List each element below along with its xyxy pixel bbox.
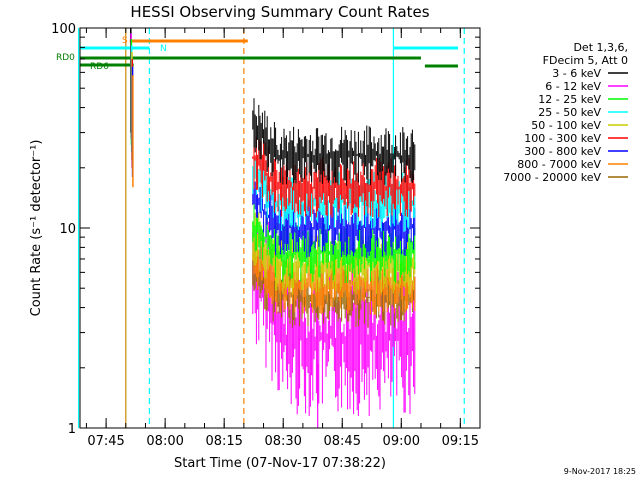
legend-label-1: 6 - 12 keV <box>545 80 601 93</box>
plot-area: S N RD0 RD6 1 10 100 07:45 08:00 08:15 08:30 08:45 0… <box>51 22 481 449</box>
legend-header-line-2: FDecim 5, Att 0 <box>543 54 628 67</box>
legend-label-0: 3 - 6 keV <box>552 67 601 80</box>
x-tick-label-4: 08:45 <box>324 434 361 449</box>
x-tick-label-2: 08:15 <box>205 434 242 449</box>
flag-label-rd0: RD0 <box>56 53 75 63</box>
x-tick-label-5: 09:00 <box>383 434 420 449</box>
flag-label-s: S <box>122 36 128 46</box>
footer-timestamp: 9-Nov-2017 18:25 <box>564 467 636 476</box>
flag-label-rd6: RD6 <box>90 62 109 72</box>
y-tick-label-1: 10 <box>59 222 76 237</box>
x-tick-label-3: 08:30 <box>264 434 301 449</box>
x-axis-label: Start Time (07-Nov-17 07:38:22) <box>174 456 386 471</box>
y-tick-label-2: 100 <box>51 22 76 37</box>
series-trace-0 <box>252 98 416 186</box>
x-tick-label-0: 07:45 <box>87 434 124 449</box>
legend-label-2: 12 - 25 keV <box>538 93 601 106</box>
legend-label-7: 800 - 7000 keV <box>517 158 601 171</box>
x-tick-label-6: 09:15 <box>442 434 479 449</box>
legend-label-8: 7000 - 20000 keV <box>503 171 601 184</box>
legend-label-3: 25 - 50 keV <box>538 106 601 119</box>
legend-label-4: 50 - 100 keV <box>531 119 601 132</box>
legend-label-5: 100 - 300 keV <box>524 132 601 145</box>
y-tick-label-0: 1 <box>68 422 76 437</box>
y-axis-label: Count Rate (s⁻¹ detector⁻¹) <box>29 140 44 317</box>
legend-label-6: 300 - 800 keV <box>524 145 601 158</box>
x-tick-label-1: 08:00 <box>146 434 183 449</box>
legend-header-line-1: Det 1,3,6, <box>573 41 628 54</box>
flag-label-n: N <box>160 44 167 54</box>
chart-title: HESSI Observing Summary Count Rates <box>130 3 429 21</box>
